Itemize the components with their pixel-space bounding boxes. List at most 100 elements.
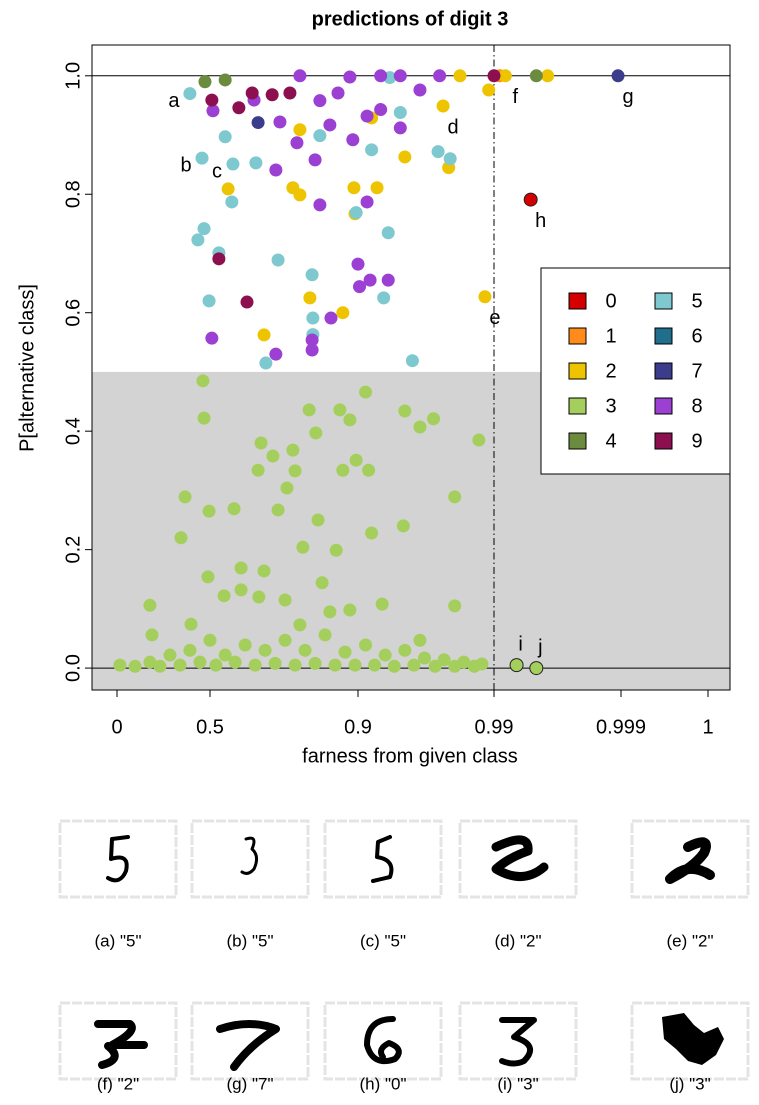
point xyxy=(278,593,292,607)
point xyxy=(268,656,282,670)
point xyxy=(238,638,252,652)
point xyxy=(313,129,327,143)
point xyxy=(437,653,451,667)
point xyxy=(212,252,226,266)
point-label: g xyxy=(622,86,633,108)
digit-stroke xyxy=(491,835,549,881)
caption: (f) "2" xyxy=(97,1074,139,1093)
point xyxy=(298,643,312,657)
point xyxy=(348,658,362,672)
point xyxy=(370,181,384,195)
point xyxy=(293,188,307,202)
x-tick-label: 0 xyxy=(111,716,122,738)
digit-stroke xyxy=(364,1016,402,1065)
point xyxy=(393,121,407,135)
point xyxy=(328,658,342,672)
point xyxy=(290,136,304,150)
point xyxy=(198,75,212,89)
image-frame xyxy=(190,1001,310,1081)
point xyxy=(448,490,462,504)
point xyxy=(347,181,361,195)
point xyxy=(611,69,625,83)
legend-swatch xyxy=(654,432,673,450)
point xyxy=(252,590,266,604)
digit-image xyxy=(58,819,178,899)
point xyxy=(218,130,232,144)
point xyxy=(195,151,209,165)
point xyxy=(433,69,447,83)
point xyxy=(305,343,319,357)
legend-swatch xyxy=(654,327,673,345)
digit-stroke xyxy=(216,1020,280,1071)
digit-image xyxy=(630,819,750,899)
legend-swatch xyxy=(568,292,587,310)
point xyxy=(259,356,273,370)
point xyxy=(336,306,350,320)
point xyxy=(257,328,271,342)
digit-blob xyxy=(662,1013,724,1065)
point-label: h xyxy=(535,210,546,232)
point xyxy=(143,598,157,612)
point xyxy=(360,109,374,123)
point xyxy=(482,83,496,97)
legend-label: 6 xyxy=(691,325,702,347)
caption: (e) "2" xyxy=(666,931,713,950)
point-label: i xyxy=(518,633,522,655)
point xyxy=(196,374,210,388)
point xyxy=(365,143,379,157)
digit-stroke xyxy=(240,836,259,875)
digit-image xyxy=(458,1001,578,1081)
y-tick-label: 0.6 xyxy=(62,299,84,327)
point xyxy=(163,648,177,662)
point xyxy=(428,659,442,673)
x-tick-label: 0.9 xyxy=(344,716,372,738)
image-frame xyxy=(190,819,310,899)
point xyxy=(509,658,524,673)
point xyxy=(245,86,259,100)
caption: (h) "0" xyxy=(359,1074,406,1093)
point xyxy=(324,311,338,325)
point xyxy=(183,87,197,101)
point xyxy=(197,411,211,425)
image-frame xyxy=(323,1001,443,1081)
point xyxy=(343,413,357,427)
legend-swatch xyxy=(568,397,587,415)
point xyxy=(448,599,462,613)
point xyxy=(313,94,327,108)
point xyxy=(184,617,198,631)
point xyxy=(431,145,445,159)
point xyxy=(306,311,320,325)
digit-stroke xyxy=(665,837,715,884)
point xyxy=(202,504,216,518)
point xyxy=(234,561,248,575)
legend-label: 4 xyxy=(605,430,616,452)
point xyxy=(217,589,231,603)
point xyxy=(417,651,431,665)
point xyxy=(288,658,302,672)
digit-stroke xyxy=(499,1017,537,1067)
point xyxy=(407,658,421,672)
point xyxy=(343,603,357,617)
digit-image xyxy=(323,1001,443,1081)
point xyxy=(305,268,319,282)
point xyxy=(206,104,220,118)
point xyxy=(183,643,197,657)
point xyxy=(349,206,363,220)
point xyxy=(368,658,382,672)
digit-image xyxy=(190,819,310,899)
point xyxy=(225,195,239,209)
point xyxy=(498,69,512,83)
point xyxy=(293,618,307,632)
point xyxy=(271,503,285,517)
point xyxy=(377,291,391,305)
legend-label: 0 xyxy=(605,290,616,312)
point-label: e xyxy=(489,307,500,329)
point xyxy=(280,481,294,495)
point xyxy=(541,69,555,83)
point xyxy=(296,540,310,554)
legend-label: 9 xyxy=(691,430,702,452)
point xyxy=(218,73,232,87)
point xyxy=(381,273,395,287)
point xyxy=(191,233,205,247)
